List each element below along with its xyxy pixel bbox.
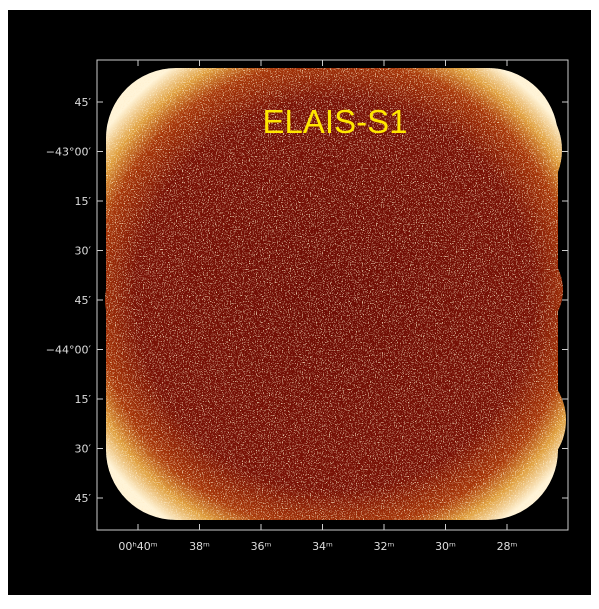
y-tick-label: 45′ [75,492,92,505]
x-tick-label: 34ᵐ [312,540,333,553]
x-tick-label: 30ᵐ [435,540,456,553]
map-title: ELAIS-S1 [263,103,408,140]
x-tick-label: 38ᵐ [189,540,210,553]
y-tick-label: 15′ [75,195,92,208]
y-tick-label: 30′ [75,443,92,456]
y-tick-label: −44°00′ [46,344,92,357]
x-tick-label: 00ʰ40ᵐ [118,540,157,553]
page: {"title": "ELAIS-S1", "y_axis": {"ticks"… [0,0,599,605]
figure: ELAIS-S1 45′ −43°00′ 15′ 30′ 45′ −44°00′ 15′ 30… [0,0,599,605]
y-tick-label: 45′ [75,96,92,109]
y-tick-label: 30′ [75,245,92,258]
y-tick-label: −43°00′ [46,146,92,159]
x-tick-label: 28ᵐ [497,540,518,553]
y-tick-label: 45′ [75,294,92,307]
y-tick-label: 15′ [75,393,92,406]
x-tick-label: 36ᵐ [251,540,272,553]
x-tick-label: 32ᵐ [374,540,395,553]
